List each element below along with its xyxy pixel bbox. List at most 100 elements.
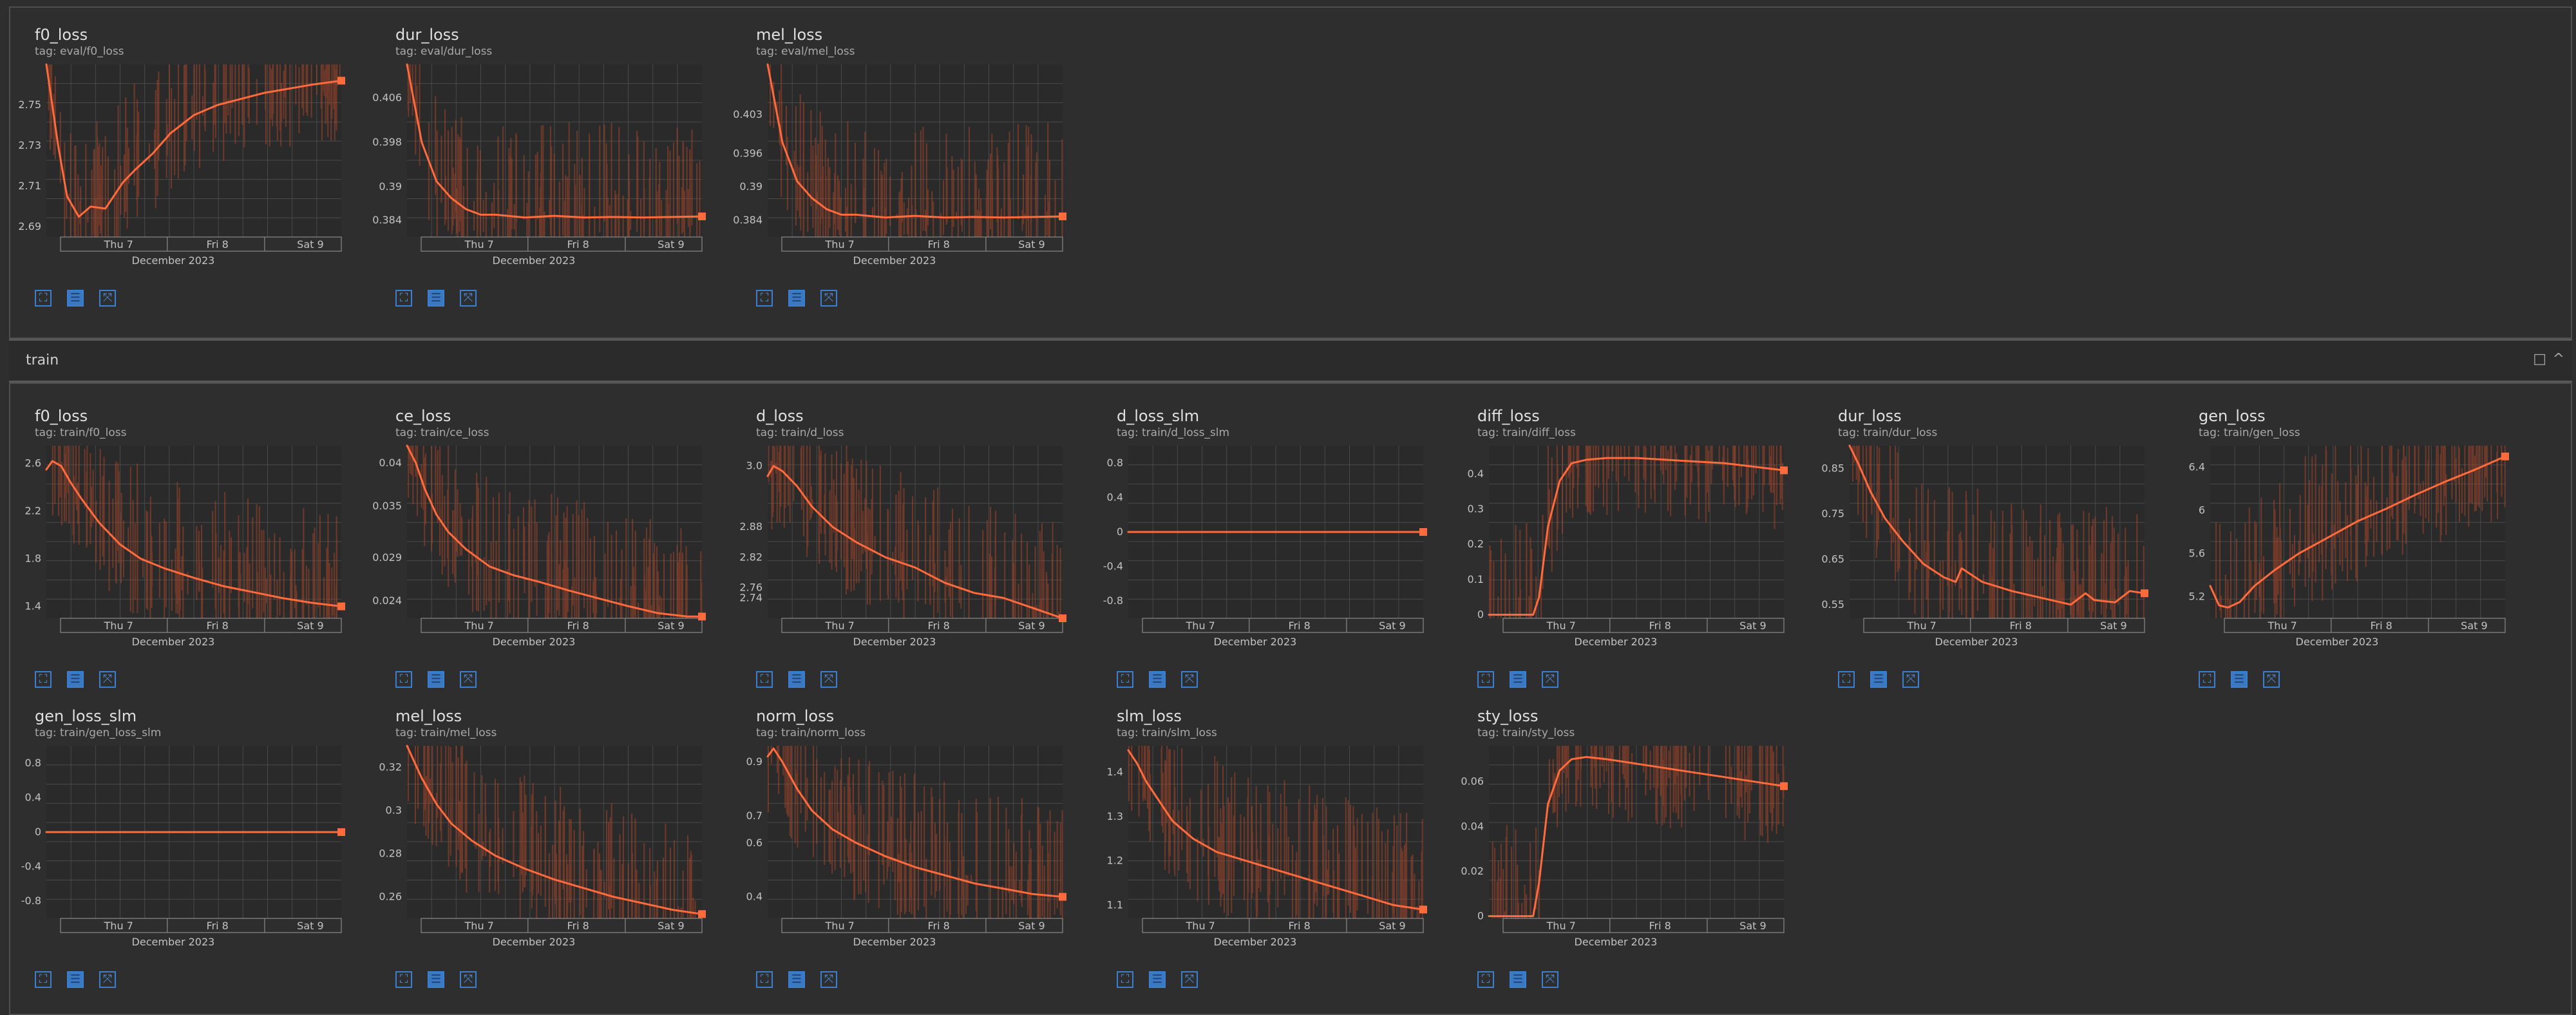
series-line[interactable] xyxy=(766,465,1064,620)
line-chart[interactable]: 2.6 2.2 1.8 1.4 Thu 7 Fri 8 Sat 9 December 2023 xyxy=(12,439,365,663)
line-chart[interactable]: 3.0 2.88 2.82 2.762.74 Thu 7 Fri 8 Sat 9 Decemb… xyxy=(733,439,1086,663)
data-table-icon[interactable]: ☰ xyxy=(1149,971,1166,988)
fit-domain-icon[interactable]: ⤧ xyxy=(820,671,837,688)
series-line[interactable] xyxy=(406,444,703,618)
line-chart[interactable]: 1.4 1.3 1.2 1.1 Thu 7 Fri 8 Sat 9 December 2023 xyxy=(1094,739,1446,963)
data-table-icon[interactable]: ☰ xyxy=(788,290,805,307)
data-table-icon[interactable]: ☰ xyxy=(1510,671,1526,688)
expand-icon[interactable]: ⛶ xyxy=(35,290,52,307)
last-point-marker[interactable] xyxy=(698,612,706,621)
expand-icon[interactable]: ⛶ xyxy=(2199,671,2215,688)
last-point-marker[interactable] xyxy=(1419,906,1427,914)
data-table-icon[interactable]: ☰ xyxy=(428,290,444,307)
expand-icon[interactable]: ⛶ xyxy=(395,290,412,307)
line-chart[interactable]: 0.06 0.04 0.02 0 Thu 7 Fri 8 Sat 9 December 202… xyxy=(1454,739,1807,963)
data-table-icon[interactable]: ☰ xyxy=(67,290,84,307)
line-chart[interactable]: 2.75 2.73 2.71 2.69 Thu 7 Fri 8 Sat 9 December … xyxy=(12,58,365,282)
last-point-marker[interactable] xyxy=(337,828,345,836)
last-point-marker[interactable] xyxy=(1059,614,1066,622)
last-point-marker[interactable] xyxy=(698,910,706,918)
series-line[interactable] xyxy=(45,460,343,607)
expand-icon[interactable]: ⛶ xyxy=(35,671,52,688)
series-line[interactable] xyxy=(45,63,343,218)
expand-icon[interactable]: ⛶ xyxy=(1838,671,1855,688)
fit-domain-icon[interactable]: ⤧ xyxy=(99,971,116,988)
series-line[interactable] xyxy=(406,63,703,219)
expand-icon[interactable]: ⛶ xyxy=(1477,671,1494,688)
data-table-icon[interactable]: ☰ xyxy=(1149,671,1166,688)
last-point-marker[interactable] xyxy=(337,77,345,85)
line-chart[interactable]: 0.85 0.75 0.65 0.55 Thu 7 Fri 8 Sat 9 December … xyxy=(1815,439,2168,663)
last-point-marker[interactable] xyxy=(1419,528,1427,536)
last-point-marker[interactable] xyxy=(1780,782,1788,790)
line-chart[interactable]: 0.8 0.4 0 -0.4 -0.8 Thu 7 Fri 8 Sat 9 December 2… xyxy=(12,739,365,963)
series-line[interactable] xyxy=(1488,755,1785,917)
expand-icon[interactable]: ⛶ xyxy=(1117,671,1133,688)
fit-domain-icon[interactable]: ⤧ xyxy=(1542,971,1558,988)
series-line[interactable] xyxy=(766,63,1064,219)
last-point-marker[interactable] xyxy=(2141,589,2148,598)
fit-domain-icon[interactable]: ⤧ xyxy=(460,290,477,307)
data-table-icon[interactable]: ☰ xyxy=(788,971,805,988)
fit-domain-icon[interactable]: ⤧ xyxy=(460,671,477,688)
data-table-icon[interactable]: ☰ xyxy=(67,971,84,988)
fit-domain-icon[interactable]: ⤧ xyxy=(1181,671,1198,688)
last-point-marker[interactable] xyxy=(2501,452,2509,460)
data-table-icon[interactable]: ☰ xyxy=(1510,971,1526,988)
fit-domain-icon[interactable]: ⤧ xyxy=(820,971,837,988)
chart-card-train-dur_loss: dur_loss tag: train/dur_loss 0.85 0.75 0.65 0… xyxy=(1815,407,2175,697)
expand-icon[interactable]: ⛶ xyxy=(1477,971,1494,988)
section-settings-icon[interactable]: □ xyxy=(2533,351,2546,367)
expand-icon[interactable]: ⛶ xyxy=(756,971,773,988)
line-chart[interactable]: 0.32 0.3 0.28 0.26 Thu 7 Fri 8 Sat 9 December 2… xyxy=(372,739,725,963)
fit-domain-icon[interactable]: ⤧ xyxy=(460,971,477,988)
expand-icon[interactable]: ⛶ xyxy=(395,671,412,688)
fit-domain-icon[interactable]: ⤧ xyxy=(2263,671,2280,688)
line-chart[interactable]: 0.403 0.396 0.39 0.384 Thu 7 Fri 8 Sat 9 Decemb… xyxy=(733,58,1086,282)
expand-icon[interactable]: ⛶ xyxy=(756,671,773,688)
data-table-icon[interactable]: ☰ xyxy=(788,671,805,688)
series-line[interactable] xyxy=(1127,749,1425,911)
line-chart[interactable]: 6.4 6 5.6 5.2 Thu 7 Fri 8 Sat 9 December 2023 xyxy=(2175,439,2528,663)
expand-icon[interactable]: ⛶ xyxy=(35,971,52,988)
data-table-icon[interactable]: ☰ xyxy=(1870,671,1887,688)
series-line[interactable] xyxy=(2209,455,2506,609)
line-chart[interactable]: 0.406 0.398 0.39 0.384 Thu 7 Fri 8 Sat 9 Decemb… xyxy=(372,58,725,282)
series-line[interactable] xyxy=(1848,444,2146,606)
y-tick-label: 0.8 xyxy=(25,757,41,769)
last-point-marker[interactable] xyxy=(1780,466,1788,475)
chart-title: mel_loss xyxy=(395,707,462,725)
chart-title: f0_loss xyxy=(35,407,88,425)
y-tick-label: 0.4 xyxy=(1468,468,1484,480)
fit-domain-icon[interactable]: ⤧ xyxy=(1181,971,1198,988)
line-chart[interactable]: 0.04 0.035 0.029 0.024 Thu 7 Fri 8 Sat 9 Decemb… xyxy=(372,439,725,663)
last-point-marker[interactable] xyxy=(1059,213,1066,221)
collapse-chevron-icon[interactable]: ^ xyxy=(2552,351,2564,367)
expand-icon[interactable]: ⛶ xyxy=(395,971,412,988)
expand-icon[interactable]: ⛶ xyxy=(1117,971,1133,988)
last-point-marker[interactable] xyxy=(1059,893,1066,901)
y-tick-label: 2.6 xyxy=(25,457,41,470)
series-line[interactable] xyxy=(406,745,703,915)
line-chart[interactable]: 0.9 0.7 0.6 0.4 Thu 7 Fri 8 Sat 9 December 2023 xyxy=(733,739,1086,963)
series-line[interactable] xyxy=(766,747,1064,898)
fit-domain-icon[interactable]: ⤧ xyxy=(820,290,837,307)
line-chart[interactable]: 0.4 0.3 0.2 0.1 0 Thu 7 Fri 8 Sat 9 December 202… xyxy=(1454,439,1807,663)
y-tick-label: 0.024 xyxy=(372,594,402,607)
data-table-icon[interactable]: ☰ xyxy=(67,671,84,688)
data-table-icon[interactable]: ☰ xyxy=(428,671,444,688)
fit-domain-icon[interactable]: ⤧ xyxy=(99,671,116,688)
last-point-marker[interactable] xyxy=(698,213,706,221)
x-tick-label: Thu 7 xyxy=(1907,620,1937,632)
train-section-header[interactable]: train □ ^ xyxy=(9,339,2572,383)
fit-domain-icon[interactable]: ⤧ xyxy=(1902,671,1919,688)
fit-domain-icon[interactable]: ⤧ xyxy=(99,290,116,307)
chart-tag: tag: train/gen_loss xyxy=(2199,426,2300,439)
line-chart[interactable]: 0.8 0.4 0 -0.4 -0.8 Thu 7 Fri 8 Sat 9 December 2… xyxy=(1094,439,1446,663)
series-line[interactable] xyxy=(1488,457,1785,616)
fit-domain-icon[interactable]: ⤧ xyxy=(1542,671,1558,688)
data-table-icon[interactable]: ☰ xyxy=(2231,671,2248,688)
expand-icon[interactable]: ⛶ xyxy=(756,290,773,307)
data-table-icon[interactable]: ☰ xyxy=(428,971,444,988)
last-point-marker[interactable] xyxy=(337,602,345,611)
